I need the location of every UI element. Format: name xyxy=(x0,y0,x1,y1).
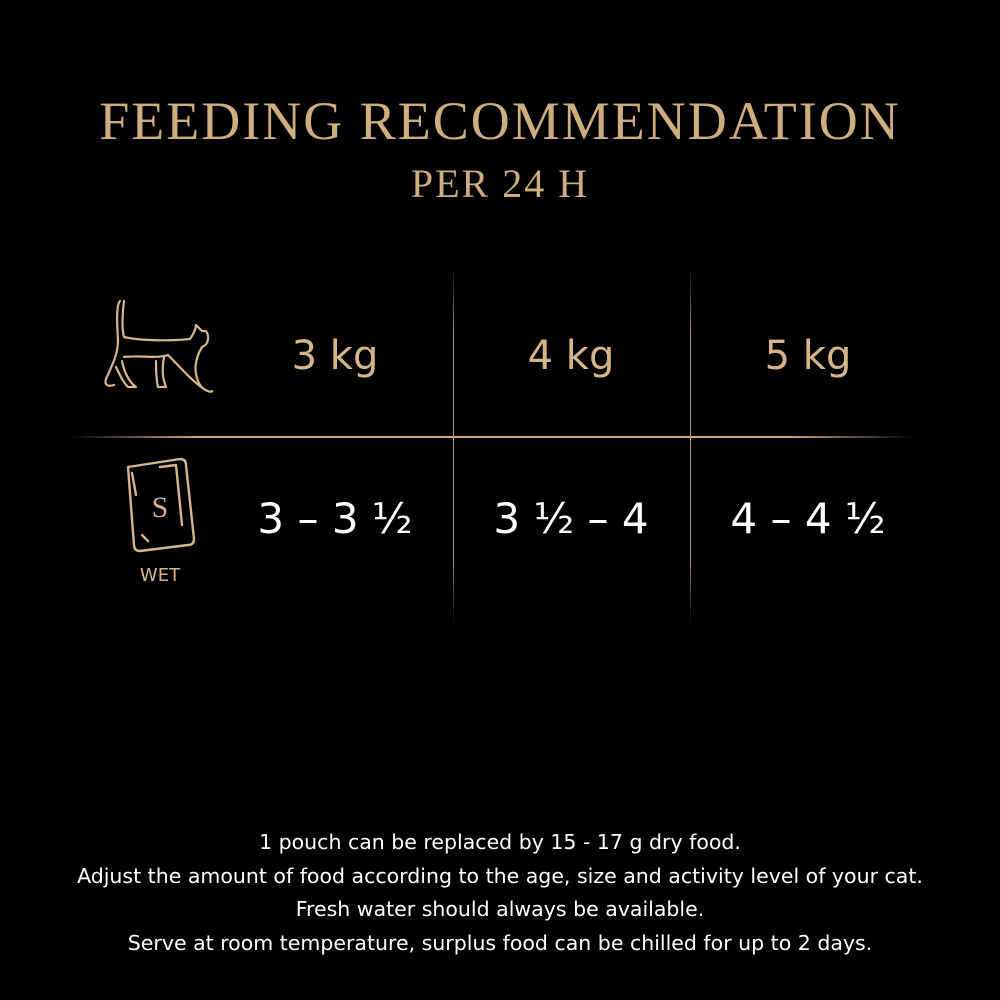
pouch-amount: 3 – 3 ½ xyxy=(257,494,413,543)
column-divider xyxy=(690,265,691,625)
row-divider xyxy=(70,436,915,438)
page-subtitle: PER 24 H xyxy=(410,161,590,206)
weight-header: 4 kg xyxy=(527,333,615,379)
wet-pouch-icon: S xyxy=(126,457,196,553)
note-line: Serve at room temperature, surplus food … xyxy=(127,930,873,955)
note-line: Fresh water should always be available. xyxy=(295,897,705,921)
weight-header: 5 kg xyxy=(764,333,852,379)
walking-cat-icon xyxy=(104,299,214,393)
pouch-amount: 3 ½ – 4 xyxy=(493,494,649,543)
note-line: 1 pouch can be replaced by 15 - 17 g dry… xyxy=(259,830,741,854)
pouch-letter: S xyxy=(152,491,169,524)
note-line: Adjust the amount of food according to t… xyxy=(77,863,923,888)
pouch-amount: 4 – 4 ½ xyxy=(730,494,886,543)
column-divider xyxy=(453,265,454,625)
feeding-notes: 1 pouch can be replaced by 15 - 17 g dry… xyxy=(0,826,1000,960)
weight-header: 3 kg xyxy=(291,333,379,379)
page-title: FEEDING RECOMMENDATION xyxy=(99,91,901,151)
pouch-label: WET xyxy=(139,565,181,586)
